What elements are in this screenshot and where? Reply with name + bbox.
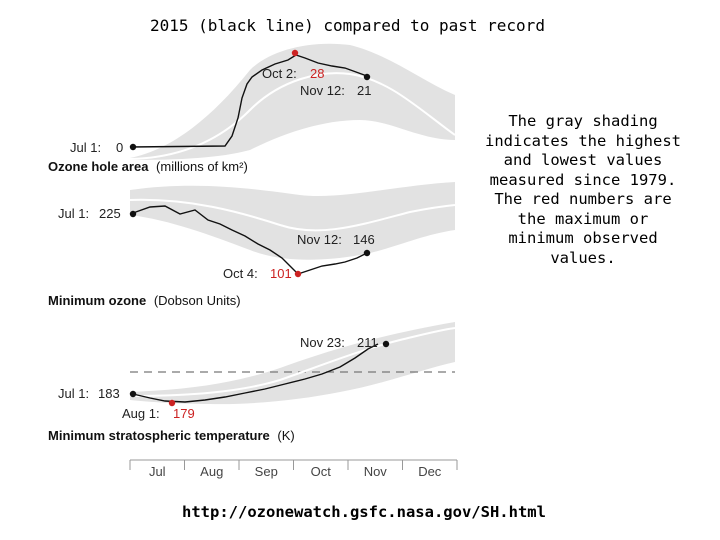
panel3-title-unit: (K) xyxy=(277,428,294,443)
panel3-average-line xyxy=(129,327,456,397)
panel-ozone-hole-area: Jul 1: 0 Oct 2: 28 Nov 12: 21 Ozone hole… xyxy=(48,43,456,174)
panel1-title-main: Ozone hole area xyxy=(48,159,149,174)
panel3-nov23-value: 211 xyxy=(357,335,378,350)
panel1-nov12-label: Nov 12: xyxy=(300,83,345,98)
panel3-title: Minimum stratospheric temperature (K) xyxy=(48,428,295,443)
month-axis: Jul Aug Sep Oct Nov Dec xyxy=(129,459,458,479)
panel2-jul1-value: 225 xyxy=(99,206,121,221)
source-url: http://ozonewatch.gsfc.nasa.gov/SH.html xyxy=(182,503,546,521)
panel2-title: Minimum ozone (Dobson Units) xyxy=(48,293,241,308)
shading-explanation-note: The gray shading indicates the highest a… xyxy=(485,112,681,267)
panel3-nov23-point xyxy=(382,340,390,348)
panel3-nov23-label: Nov 23: xyxy=(300,335,345,350)
month-label-dec: Dec xyxy=(418,464,442,479)
panel2-title-main: Minimum ozone xyxy=(48,293,146,308)
panel3-record-label: Aug 1: xyxy=(122,406,160,421)
panel3-record-range-shading xyxy=(130,322,455,405)
month-label-oct: Oct xyxy=(311,464,332,479)
panel2-nov12-label: Nov 12: xyxy=(297,232,342,247)
month-label-sep: Sep xyxy=(255,464,278,479)
panel2-2015-line xyxy=(132,205,368,275)
panel1-record-point xyxy=(291,49,299,57)
chart-main-title: 2015 (black line) compared to past recor… xyxy=(150,16,545,35)
panel2-record-point xyxy=(294,270,302,278)
panel1-2015-line xyxy=(129,54,368,148)
panel-minimum-ozone: Jul 1: 225 Oct 4: 101 Nov 12: 146 Minimu… xyxy=(48,182,456,308)
panel1-record-range-shading xyxy=(130,43,455,160)
panel1-nov12-value: 21 xyxy=(357,83,371,98)
panel1-record-value: 28 xyxy=(310,66,324,81)
panel1-title-unit: (millions of km²) xyxy=(156,159,248,174)
month-label-jul: Jul xyxy=(149,464,166,479)
panel3-jul1-point xyxy=(129,390,137,398)
panel1-record-label: Oct 2: xyxy=(262,66,297,81)
panel2-jul1-point xyxy=(129,210,137,218)
panel2-nov12-value: 146 xyxy=(353,232,375,247)
panel3-jul1-value: 183 xyxy=(98,386,120,401)
panel3-jul1-label: Jul 1: xyxy=(58,386,89,401)
panel3-record-point xyxy=(168,399,176,407)
panel2-nov12-point xyxy=(363,249,371,257)
panel1-jul1-point xyxy=(129,143,137,151)
panel3-title-main: Minimum stratospheric temperature xyxy=(48,428,270,443)
panel2-title-unit: (Dobson Units) xyxy=(154,293,241,308)
panel1-title: Ozone hole area (millions of km²) xyxy=(48,159,248,174)
month-label-aug: Aug xyxy=(200,464,223,479)
panel1-jul1-label: Jul 1: xyxy=(70,140,101,155)
panel1-nov12-point xyxy=(363,73,371,81)
panel-minimum-stratospheric-temperature: Jul 1: 183 Aug 1: 179 Nov 23: 211 Minimu… xyxy=(48,322,456,443)
panel1-jul1-value: 0 xyxy=(116,140,123,155)
panel2-record-label: Oct 4: xyxy=(223,266,258,281)
panel3-record-value: 179 xyxy=(173,406,195,421)
panel2-record-value: 101 xyxy=(270,266,292,281)
panel2-jul1-label: Jul 1: xyxy=(58,206,89,221)
panel2-average-line xyxy=(129,198,456,232)
month-label-nov: Nov xyxy=(364,464,388,479)
panel2-record-range-shading xyxy=(130,182,455,260)
